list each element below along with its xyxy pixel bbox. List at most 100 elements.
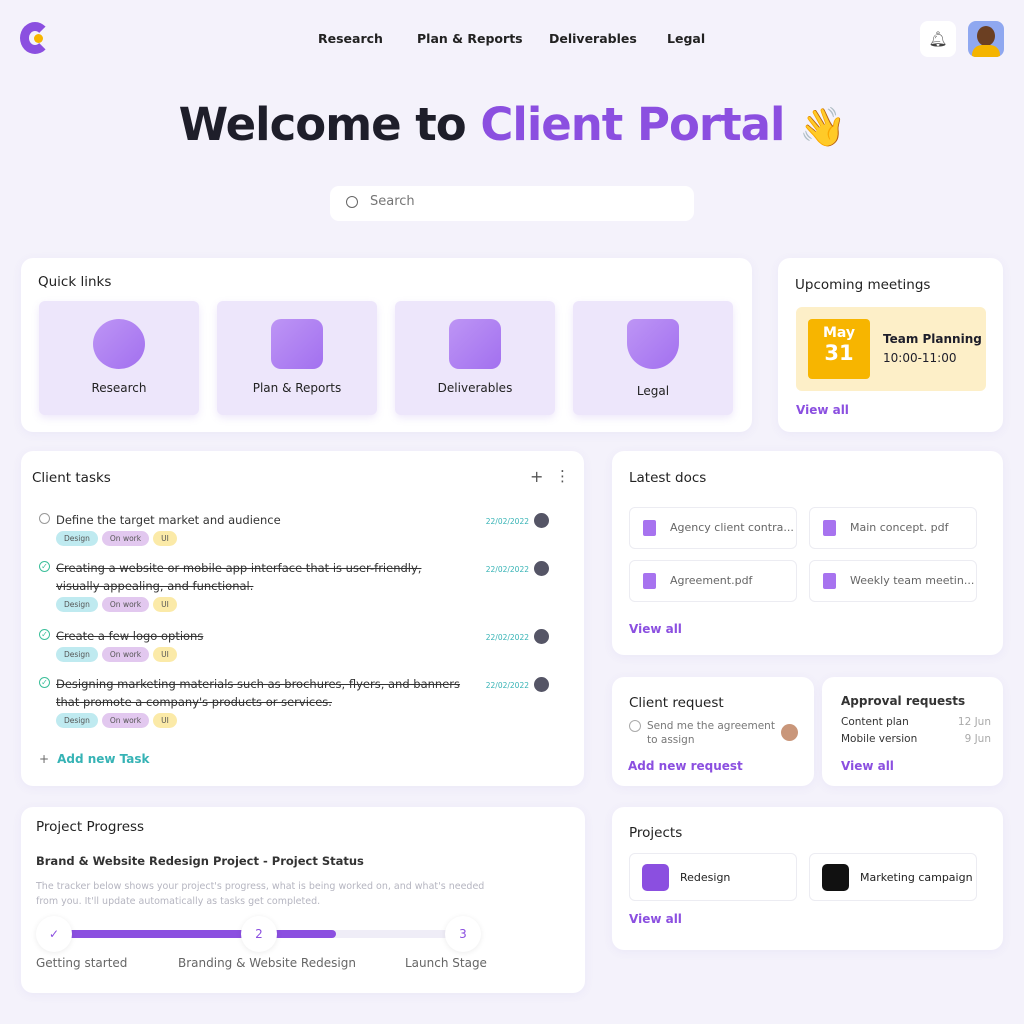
nav-legal[interactable]: Legal xyxy=(667,31,706,46)
tag: Design xyxy=(56,597,98,612)
step-2: 2 xyxy=(241,916,277,952)
chart-cards-icon xyxy=(449,319,501,369)
approval-name: Content plan xyxy=(841,716,909,728)
task-checkbox[interactable] xyxy=(39,513,50,524)
tag: UI xyxy=(153,647,177,662)
more-options-icon[interactable]: ⋮ xyxy=(555,467,570,485)
image-file-icon xyxy=(823,573,836,589)
task-item[interactable]: ✓ Designing marketing materials such as … xyxy=(39,675,559,728)
task-done-check-icon[interactable]: ✓ xyxy=(39,561,50,572)
search-input[interactable] xyxy=(370,194,670,209)
tag: UI xyxy=(153,597,177,612)
tag: Design xyxy=(56,713,98,728)
card-title: Quick links xyxy=(38,274,112,290)
quick-link-plan-reports[interactable]: Plan & Reports xyxy=(217,301,377,415)
requester-avatar xyxy=(781,724,798,741)
logo-dot xyxy=(34,34,43,43)
quick-link-deliverables[interactable]: Deliverables xyxy=(395,301,555,415)
card-title: Client request xyxy=(629,695,724,711)
tag: Design xyxy=(56,531,98,546)
approval-date: 9 Jun xyxy=(964,733,991,745)
task-done-check-icon[interactable]: ✓ xyxy=(39,677,50,688)
task-date: 22/02/2022 xyxy=(485,565,529,574)
approval-date: 12 Jun xyxy=(957,716,991,728)
month: May xyxy=(822,325,856,341)
doc-item[interactable]: Agreement.pdf xyxy=(629,560,797,602)
task-item[interactable]: ✓ Create a few logo options Design On wor… xyxy=(39,627,559,662)
label: Plan & Reports xyxy=(252,381,342,395)
view-all-meetings-link[interactable]: View all xyxy=(796,403,849,417)
view-all-projects-link[interactable]: View all xyxy=(629,912,682,926)
meeting-item[interactable]: May 31 Team Planning 10:00-11:00 xyxy=(796,307,986,391)
avatar[interactable] xyxy=(968,21,1004,57)
add-task-plus-icon[interactable]: + xyxy=(530,467,544,486)
date-badge: May 31 xyxy=(808,319,870,379)
card-title: Upcoming meetings xyxy=(795,277,931,293)
task-item[interactable]: ✓ Creating a website or mobile app inter… xyxy=(39,559,559,612)
doc-file-icon xyxy=(643,520,656,536)
tag: On work xyxy=(101,713,150,728)
view-all-docs-link[interactable]: View all xyxy=(629,622,682,636)
project-item[interactable]: Marketing campaign xyxy=(809,853,977,901)
task-text: Designing marketing materials such as br… xyxy=(56,677,461,709)
progress-tracker: ✓ 2 3 xyxy=(36,916,486,964)
step-label: Getting started xyxy=(36,956,128,970)
tag: On work xyxy=(101,647,150,662)
title-highlight: Client Portal xyxy=(480,98,785,151)
plus-icon: + xyxy=(39,752,50,766)
label: Add new Task xyxy=(57,752,150,766)
task-date: 22/02/2022 xyxy=(485,681,529,690)
quick-link-legal[interactable]: Legal xyxy=(573,301,733,415)
view-all-approvals-link[interactable]: View all xyxy=(841,759,894,773)
label: Legal xyxy=(636,384,670,398)
nav-deliverables[interactable]: Deliverables xyxy=(549,31,637,46)
nav-research[interactable]: Research xyxy=(318,31,383,46)
task-text: Define the target market and audience xyxy=(56,513,281,527)
doc-item[interactable]: Weekly team meetin... xyxy=(809,560,977,602)
quick-links-card: Quick links Research Plan & Reports Deli… xyxy=(21,258,752,432)
project-item[interactable]: Redesign xyxy=(629,853,797,901)
project-description: The tracker below shows your project's p… xyxy=(36,881,485,907)
task-text: Create a few logo options xyxy=(56,629,204,643)
approval-item[interactable]: Content plan 12 Jun xyxy=(841,716,991,728)
card-title: Latest docs xyxy=(629,470,707,486)
task-done-check-icon[interactable]: ✓ xyxy=(39,629,50,640)
add-new-request-link[interactable]: Add new request xyxy=(628,759,743,773)
doc-name: Agreement.pdf xyxy=(670,574,753,587)
notification-bell-icon[interactable]: 🔔︎ xyxy=(920,21,956,57)
tag: On work xyxy=(101,531,150,546)
meeting-name: Team Planning xyxy=(883,332,982,346)
step-label: Branding & Website Redesign xyxy=(178,956,356,970)
card-title: Project Progress xyxy=(36,819,145,835)
progress-fill-1 xyxy=(56,930,246,938)
step-label: Launch Stage xyxy=(405,956,487,970)
task-date: 22/02/2022 xyxy=(485,633,529,642)
logo[interactable] xyxy=(20,22,50,54)
assignee-avatar xyxy=(534,561,549,576)
add-new-task-button[interactable]: + Add new Task xyxy=(39,752,150,766)
client-request-card: Client request Send me the agreement to … xyxy=(612,677,814,786)
nav-plan-reports[interactable]: Plan & Reports xyxy=(417,31,523,46)
tag: UI xyxy=(153,713,177,728)
card-title: Client tasks xyxy=(32,470,111,486)
pdf-file-icon xyxy=(823,520,836,536)
assignee-avatar xyxy=(534,629,549,644)
request-checkbox[interactable] xyxy=(629,720,641,732)
label: Deliverables xyxy=(437,381,513,395)
assignee-avatar xyxy=(534,677,549,692)
check-cards-icon xyxy=(271,319,323,369)
building-logo-icon xyxy=(822,864,849,891)
latest-docs-card: Latest docs Agency client contra... Main… xyxy=(612,451,1003,655)
doc-item[interactable]: Main concept. pdf xyxy=(809,507,977,549)
meeting-time: 10:00-11:00 xyxy=(883,351,957,365)
project-subtitle: Brand & Website Redesign Project - Proje… xyxy=(36,854,364,868)
approval-item[interactable]: Mobile version 9 Jun xyxy=(841,733,991,745)
doc-item[interactable]: Agency client contra... xyxy=(629,507,797,549)
doc-name: Agency client contra... xyxy=(670,521,794,534)
search-bar[interactable] xyxy=(330,186,694,221)
step-done-check-icon: ✓ xyxy=(36,916,72,952)
quick-link-research[interactable]: Research xyxy=(39,301,199,415)
task-text: Creating a website or mobile app interfa… xyxy=(56,561,422,593)
task-item[interactable]: Define the target market and audience De… xyxy=(39,511,559,546)
pie-chart-icon xyxy=(93,319,145,369)
